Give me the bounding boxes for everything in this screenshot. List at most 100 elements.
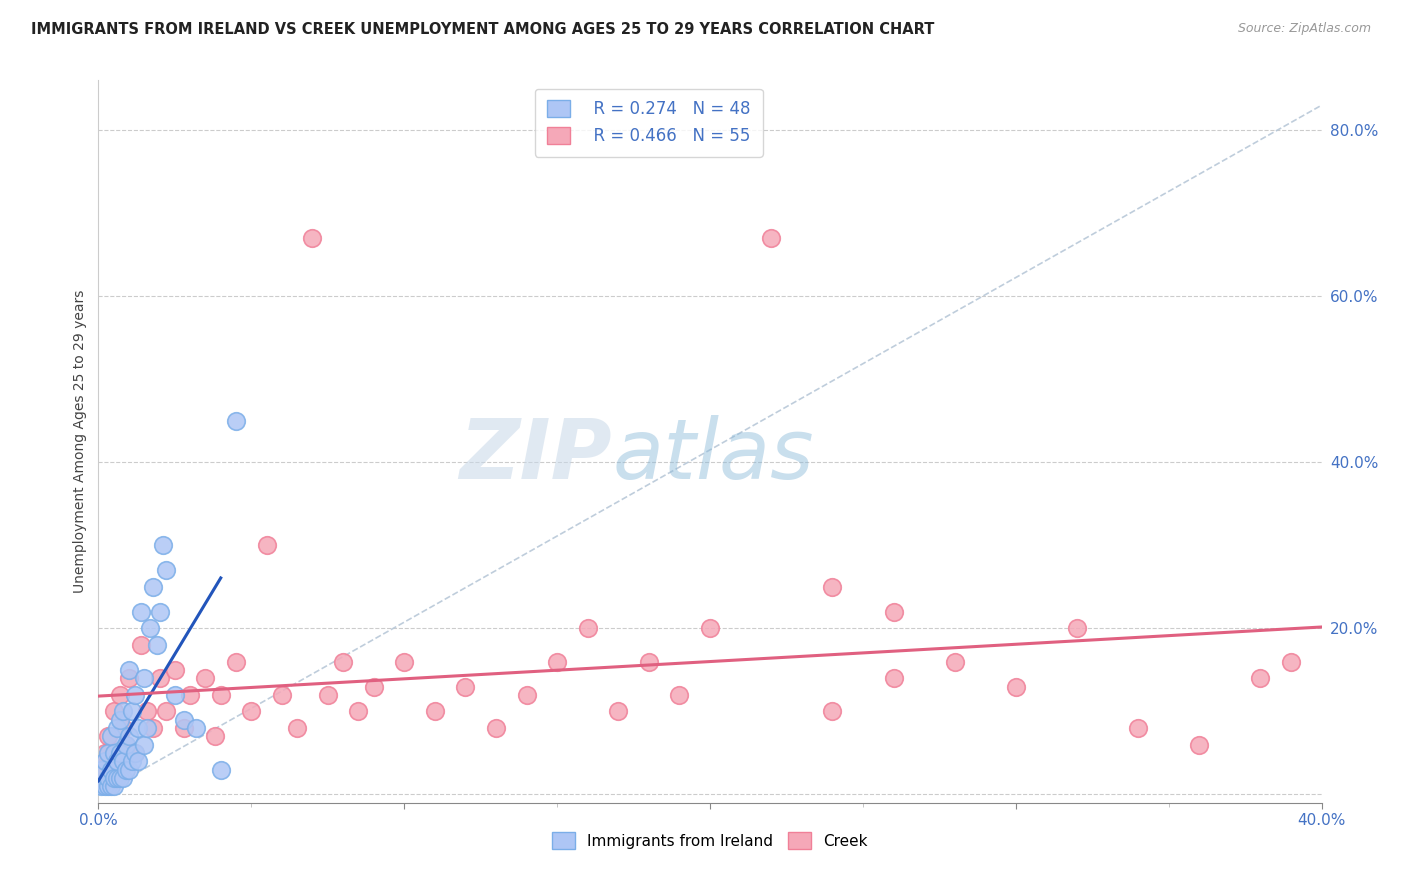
Point	[134, 738, 156, 752]
Point	[90, 763, 112, 777]
Point	[392, 655, 416, 669]
Text: Source: ZipAtlas.com: Source: ZipAtlas.com	[1237, 22, 1371, 36]
Point	[134, 671, 156, 685]
Point	[127, 721, 149, 735]
Point	[155, 563, 177, 577]
Point	[127, 754, 149, 768]
Point	[821, 705, 844, 719]
Point	[124, 746, 146, 760]
Point	[124, 746, 146, 760]
Point	[1004, 680, 1026, 694]
Point	[546, 655, 568, 669]
Point	[454, 680, 477, 694]
Point	[111, 771, 134, 785]
Point	[186, 721, 208, 735]
Point	[225, 414, 247, 428]
Point	[100, 771, 122, 785]
Point	[194, 671, 217, 685]
Point	[883, 605, 905, 619]
Point	[100, 779, 122, 793]
Point	[173, 713, 195, 727]
Point	[145, 638, 167, 652]
Point	[108, 688, 131, 702]
Point	[105, 721, 128, 735]
Point	[118, 663, 141, 677]
Point	[118, 763, 141, 777]
Point	[285, 721, 308, 735]
Point	[173, 721, 195, 735]
Point	[155, 705, 177, 719]
Point	[103, 705, 125, 719]
Point	[209, 688, 232, 702]
Point	[139, 621, 162, 635]
Point	[883, 671, 905, 685]
Point	[576, 621, 599, 635]
Point	[1279, 655, 1302, 669]
Point	[90, 763, 112, 777]
Point	[103, 771, 125, 785]
Point	[516, 688, 538, 702]
Point	[93, 754, 115, 768]
Point	[637, 655, 661, 669]
Point	[149, 671, 172, 685]
Point	[136, 705, 159, 719]
Point	[1128, 721, 1150, 735]
Point	[97, 779, 120, 793]
Point	[136, 721, 159, 735]
Point	[163, 688, 186, 702]
Point	[363, 680, 385, 694]
Point	[943, 655, 966, 669]
Point	[163, 663, 186, 677]
Point	[97, 730, 120, 744]
Point	[108, 713, 131, 727]
Point	[111, 721, 134, 735]
Point	[204, 730, 226, 744]
Point	[821, 580, 844, 594]
Point	[105, 754, 128, 768]
Point	[270, 688, 292, 702]
Point	[105, 754, 128, 768]
Point	[607, 705, 630, 719]
Point	[115, 738, 138, 752]
Point	[332, 655, 354, 669]
Point	[93, 779, 115, 793]
Point	[115, 738, 138, 752]
Point	[124, 688, 146, 702]
Point	[301, 231, 323, 245]
Point	[118, 730, 141, 744]
Point	[129, 638, 152, 652]
Point	[103, 746, 125, 760]
Point	[100, 763, 122, 777]
Point	[316, 688, 339, 702]
Point	[485, 721, 508, 735]
Text: atlas: atlas	[612, 416, 814, 497]
Point	[115, 763, 138, 777]
Point	[121, 705, 143, 719]
Point	[129, 605, 152, 619]
Point	[759, 231, 782, 245]
Point	[699, 621, 721, 635]
Point	[256, 538, 278, 552]
Point	[209, 763, 232, 777]
Point	[90, 779, 112, 793]
Point	[1188, 738, 1211, 752]
Point	[152, 538, 174, 552]
Point	[347, 705, 370, 719]
Point	[225, 655, 247, 669]
Legend: Immigrants from Ireland, Creek: Immigrants from Ireland, Creek	[544, 824, 876, 856]
Point	[149, 605, 172, 619]
Point	[93, 746, 115, 760]
Point	[121, 754, 143, 768]
Point	[1249, 671, 1271, 685]
Point	[179, 688, 201, 702]
Point	[97, 771, 120, 785]
Point	[240, 705, 263, 719]
Point	[108, 771, 131, 785]
Point	[118, 671, 141, 685]
Point	[111, 754, 134, 768]
Text: ZIP: ZIP	[460, 416, 612, 497]
Point	[142, 721, 165, 735]
Point	[1066, 621, 1088, 635]
Text: IMMIGRANTS FROM IRELAND VS CREEK UNEMPLOYMENT AMONG AGES 25 TO 29 YEARS CORRELAT: IMMIGRANTS FROM IRELAND VS CREEK UNEMPLO…	[31, 22, 935, 37]
Point	[668, 688, 690, 702]
